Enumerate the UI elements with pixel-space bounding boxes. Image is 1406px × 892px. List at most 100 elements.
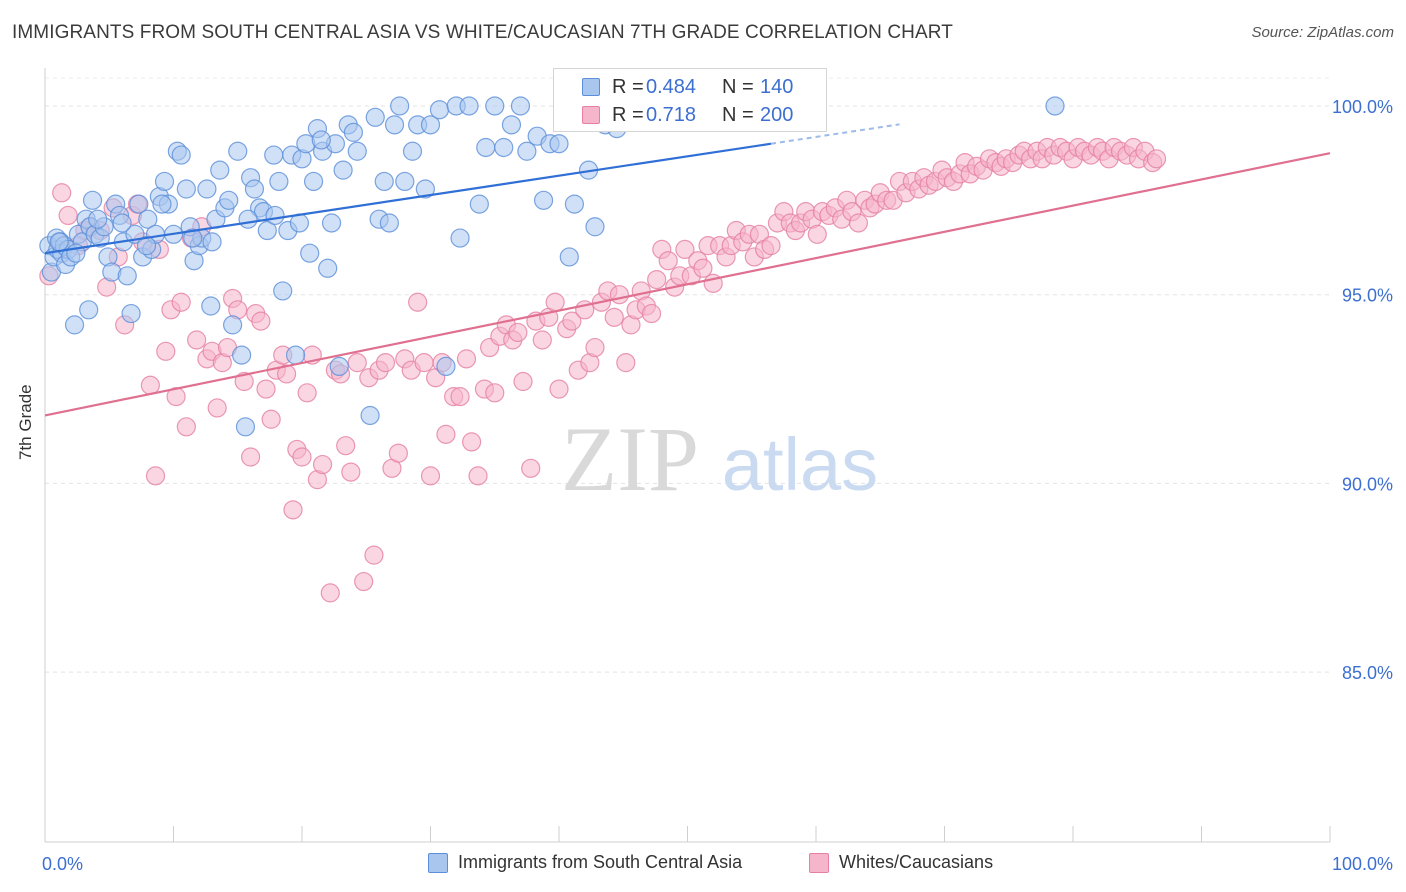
whites-point — [532, 330, 552, 350]
whites-point — [320, 583, 340, 603]
whites-point — [207, 398, 227, 418]
immigrants-point — [360, 405, 380, 426]
immigrants-point — [183, 228, 203, 248]
whites-point — [171, 292, 191, 312]
legend-n-value: 200 — [760, 104, 794, 126]
whites-point — [549, 379, 569, 399]
whites-point — [354, 571, 374, 592]
stats-legend: R = 0.484 N = 140 R = 0.718 N = 200 — [553, 68, 827, 132]
whites-point — [1146, 149, 1167, 169]
whites-point — [312, 454, 333, 475]
x-tick-label-min: 0.0% — [42, 854, 83, 874]
whites-point — [658, 251, 678, 271]
whites-point — [436, 424, 456, 444]
series-whites-points — [39, 137, 1167, 603]
immigrants-point — [273, 281, 293, 301]
immigrants-point — [533, 190, 554, 210]
trend-lines — [44, 123, 1331, 417]
watermark-atlas: atlas — [722, 423, 878, 506]
whites-point — [234, 371, 254, 392]
x-tick-label-max: 100.0% — [1332, 854, 1393, 874]
immigrants-point — [197, 179, 217, 199]
whites-point — [145, 466, 166, 486]
immigrants-point — [210, 160, 230, 180]
whites-point — [456, 349, 477, 369]
immigrants-point — [415, 179, 435, 199]
whites-point — [176, 417, 196, 437]
legend-n-label: N = — [722, 76, 754, 98]
legend-swatch-pink — [582, 106, 600, 124]
whites-point — [408, 292, 428, 312]
whites-point — [604, 307, 624, 327]
legend-n-label: N = — [722, 104, 754, 126]
immigrants-point — [402, 141, 423, 161]
whites-point — [292, 447, 312, 467]
whites-point — [521, 458, 541, 478]
immigrants-point — [244, 179, 265, 199]
whites-point — [807, 224, 827, 244]
legend-row-immigrants: R = 0.484 N = 140 — [554, 73, 826, 101]
immigrants-point — [379, 213, 399, 233]
legend-r-label: R = — [612, 104, 644, 126]
whites-point — [562, 311, 582, 331]
immigrants-point — [49, 232, 69, 252]
whites-point — [347, 353, 367, 373]
immigrants-point — [311, 130, 331, 150]
whites-point — [647, 269, 667, 290]
immigrants-point — [436, 356, 456, 377]
immigrants-point — [517, 141, 537, 161]
whites-point — [261, 409, 281, 429]
immigrants-point — [459, 96, 479, 116]
y-tick-label: 85.0% — [1342, 663, 1393, 683]
legend-label-whites: Whites/Caucasians — [839, 852, 994, 872]
whites-point — [761, 236, 781, 256]
immigrants-point — [494, 137, 514, 158]
immigrants-point — [420, 115, 441, 135]
immigrants-point — [219, 190, 239, 210]
immigrants-point — [374, 171, 394, 192]
watermark: ZIP atlas — [561, 408, 878, 510]
immigrants-point — [303, 171, 324, 192]
whites-point — [364, 545, 384, 565]
whites-point — [585, 337, 605, 358]
tick-labels: 85.0% 90.0% 95.0% 100.0% 0.0% 100.0% — [42, 97, 1393, 874]
legend-label-immigrants: Immigrants from South Central Asia — [458, 852, 743, 872]
whites-point — [341, 462, 361, 482]
chart-title: IMMIGRANTS FROM SOUTH CENTRAL ASIA VS WH… — [12, 22, 953, 43]
immigrants-point — [201, 296, 221, 316]
immigrants-trend-extension — [770, 123, 900, 145]
immigrants-point — [154, 171, 175, 192]
whites-point — [283, 500, 303, 520]
immigrants-point — [343, 122, 363, 142]
whites-point — [156, 341, 176, 361]
legend-r-value: 0.484 — [646, 76, 697, 98]
whites-point — [641, 303, 662, 324]
immigrants-point — [564, 194, 585, 214]
legend-swatch-pink — [809, 853, 829, 873]
whites-point — [58, 205, 78, 226]
whites-point — [241, 447, 261, 467]
y-tick-label: 90.0% — [1342, 474, 1393, 494]
whites-point — [848, 213, 869, 233]
legend-r-label: R = — [612, 76, 644, 98]
immigrants-point — [171, 145, 191, 165]
immigrants-trend-line — [44, 142, 772, 255]
y-tick-label: 100.0% — [1332, 97, 1393, 117]
immigrants-point — [395, 171, 415, 192]
immigrants-point — [232, 345, 252, 365]
whites-point — [616, 353, 636, 373]
immigrants-point — [235, 417, 256, 437]
whites-point — [450, 387, 470, 407]
immigrants-point — [390, 96, 410, 116]
immigrants-point — [79, 300, 99, 320]
whites-point — [187, 330, 207, 350]
whites-point — [420, 466, 441, 486]
immigrants-point — [559, 247, 579, 267]
immigrants-point — [365, 107, 385, 127]
axes — [44, 68, 1331, 843]
whites-point — [276, 364, 297, 384]
whites-point — [375, 353, 396, 373]
source-note: Source: ZipAtlas.com — [1251, 24, 1394, 41]
whites-point — [462, 432, 482, 452]
